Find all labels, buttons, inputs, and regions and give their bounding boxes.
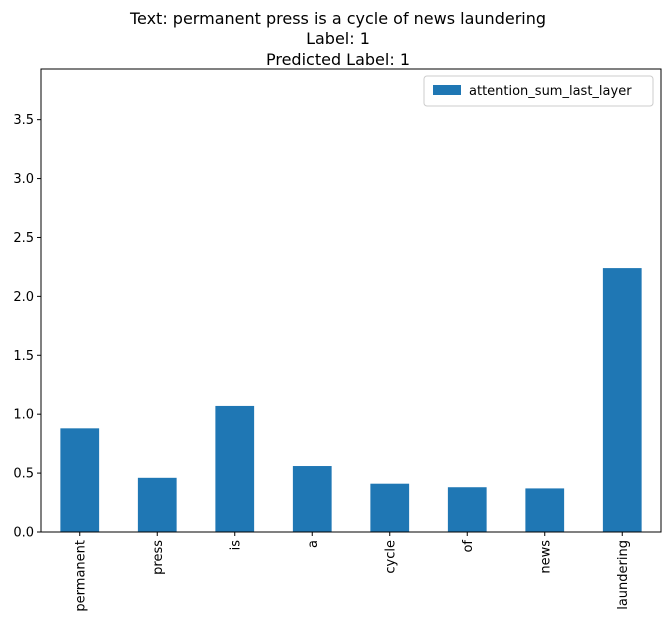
bar-press xyxy=(137,477,177,532)
bar-cycle xyxy=(370,483,410,532)
bars-layer xyxy=(60,268,642,532)
x-tick-label-permanent: permanent xyxy=(73,540,88,612)
x-tick-label-laundering: laundering xyxy=(616,540,631,610)
y-tick-label: 1.5 xyxy=(13,349,34,364)
legend: attention_sum_last_layer xyxy=(423,75,654,107)
x-tick-label-is: is xyxy=(228,540,243,551)
bar-permanent xyxy=(60,428,100,532)
plot-frame xyxy=(40,68,662,533)
legend-swatch xyxy=(433,85,461,95)
chart-title-line-2: Label: 1 xyxy=(306,29,370,48)
bar-of xyxy=(447,487,487,532)
legend-box xyxy=(423,75,654,107)
bar-laundering xyxy=(602,268,642,532)
y-tick-label: 1.0 xyxy=(13,408,34,423)
x-tick-label-a: a xyxy=(306,540,321,548)
x-tick-label-press: press xyxy=(151,540,166,575)
chart-title-line-1: Text: permanent press is a cycle of news… xyxy=(129,9,546,28)
y-tick-label: 3.0 xyxy=(13,172,34,187)
chart-title: Text: permanent press is a cycle of news… xyxy=(129,9,546,69)
y-tick-label: 2.0 xyxy=(13,290,34,305)
bar-a xyxy=(292,466,332,532)
legend-label: attention_sum_last_layer xyxy=(469,84,632,99)
x-axis: permanent press is a cycle of news laundering xyxy=(73,532,631,612)
x-tick-label-news: news xyxy=(538,540,553,574)
chart-title-line-3: Predicted Label: 1 xyxy=(266,50,410,69)
y-tick-label: 0.5 xyxy=(13,467,34,482)
y-tick-label: 2.5 xyxy=(13,231,34,246)
y-axis: 0.0 0.5 1.0 1.5 2.0 2.5 3.0 3.5 xyxy=(13,113,41,541)
x-tick-label-of: of xyxy=(461,540,476,553)
x-tick-label-cycle: cycle xyxy=(383,540,398,574)
y-tick-label: 0.0 xyxy=(13,526,34,541)
bar-news xyxy=(525,488,565,532)
y-tick-label: 3.5 xyxy=(13,113,34,128)
bar-is xyxy=(215,405,255,532)
